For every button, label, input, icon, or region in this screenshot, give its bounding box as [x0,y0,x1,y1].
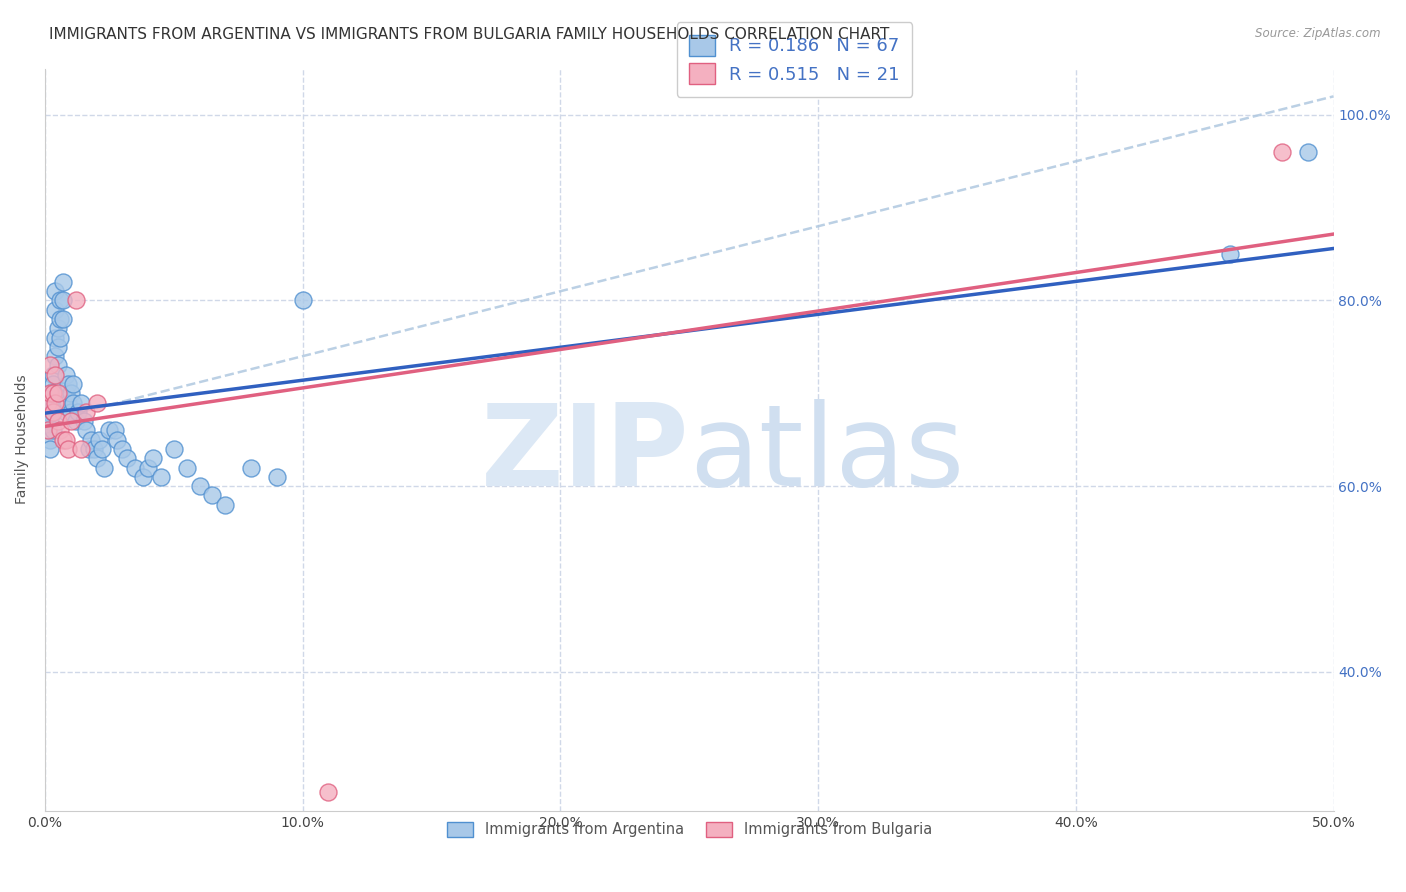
Point [75,405,97,419]
Point [55,368,77,382]
Point [67,405,90,419]
Point [46,386,69,401]
Point [56,442,79,456]
Point [44,349,66,363]
Point [111,442,134,456]
Point [103,424,125,438]
Point [41,405,63,419]
Text: IMMIGRANTS FROM ARGENTINA VS IMMIGRANTS FROM BULGARIA FAMILY HOUSEHOLDS CORRELAT: IMMIGRANTS FROM ARGENTINA VS IMMIGRANTS … [49,27,890,42]
Point [136,460,159,475]
Point [55,386,77,401]
Point [41,386,63,401]
Legend: Immigrants from Argentina, Immigrants from Bulgaria: Immigrants from Argentina, Immigrants fr… [440,814,939,845]
Point [77,442,100,456]
Point [46,340,69,354]
Point [41,424,63,438]
Point [59,414,82,428]
Point [201,488,224,502]
Point [44,395,66,409]
Point [44,368,66,382]
Point [90,442,112,456]
Point [86,395,108,409]
Point [80,433,103,447]
Point [52,275,75,289]
Point [75,424,97,438]
Point [39,395,62,409]
Point [176,460,198,475]
Point [240,460,263,475]
Point [37,395,59,409]
Point [46,321,69,335]
Point [41,405,63,419]
Point [37,424,59,438]
Point [83,442,105,456]
Point [37,424,59,438]
Point [46,414,69,428]
Point [266,470,288,484]
Point [214,498,236,512]
Point [117,451,139,466]
Point [70,442,93,456]
Point [39,386,62,401]
Point [52,312,75,326]
Point [39,442,62,456]
Point [55,405,77,419]
Point [163,442,186,456]
Point [49,424,72,438]
Point [39,386,62,401]
Point [37,391,59,405]
Y-axis label: Family Households: Family Households [15,375,30,505]
Point [1219,247,1241,261]
Point [39,414,62,428]
Point [149,470,172,484]
Point [49,330,72,344]
Point [56,395,79,409]
Point [39,433,62,447]
Point [59,405,82,419]
Point [188,479,211,493]
Point [41,386,63,401]
Point [87,433,110,447]
Point [62,395,84,409]
Point [105,433,128,447]
Point [124,460,146,475]
Point [65,414,87,428]
Point [93,460,115,475]
Point [1271,145,1294,159]
Point [44,284,66,298]
Point [59,386,82,401]
Point [37,405,59,419]
Point [1296,145,1319,159]
Point [62,376,84,391]
Point [44,330,66,344]
Point [56,376,79,391]
Point [41,376,63,391]
Point [70,395,93,409]
Point [65,293,87,308]
Point [39,359,62,373]
Point [86,451,108,466]
Point [41,368,63,382]
Point [49,293,72,308]
Point [55,433,77,447]
Text: atlas: atlas [689,399,965,510]
Point [49,312,72,326]
Point [98,424,121,438]
Point [52,293,75,308]
Point [52,433,75,447]
Point [72,414,94,428]
Point [44,302,66,317]
Point [142,451,165,466]
Point [46,359,69,373]
Point [318,785,340,799]
Point [291,293,314,308]
Text: Source: ZipAtlas.com: Source: ZipAtlas.com [1256,27,1381,40]
Text: ZIP: ZIP [481,399,689,510]
Point [132,470,155,484]
